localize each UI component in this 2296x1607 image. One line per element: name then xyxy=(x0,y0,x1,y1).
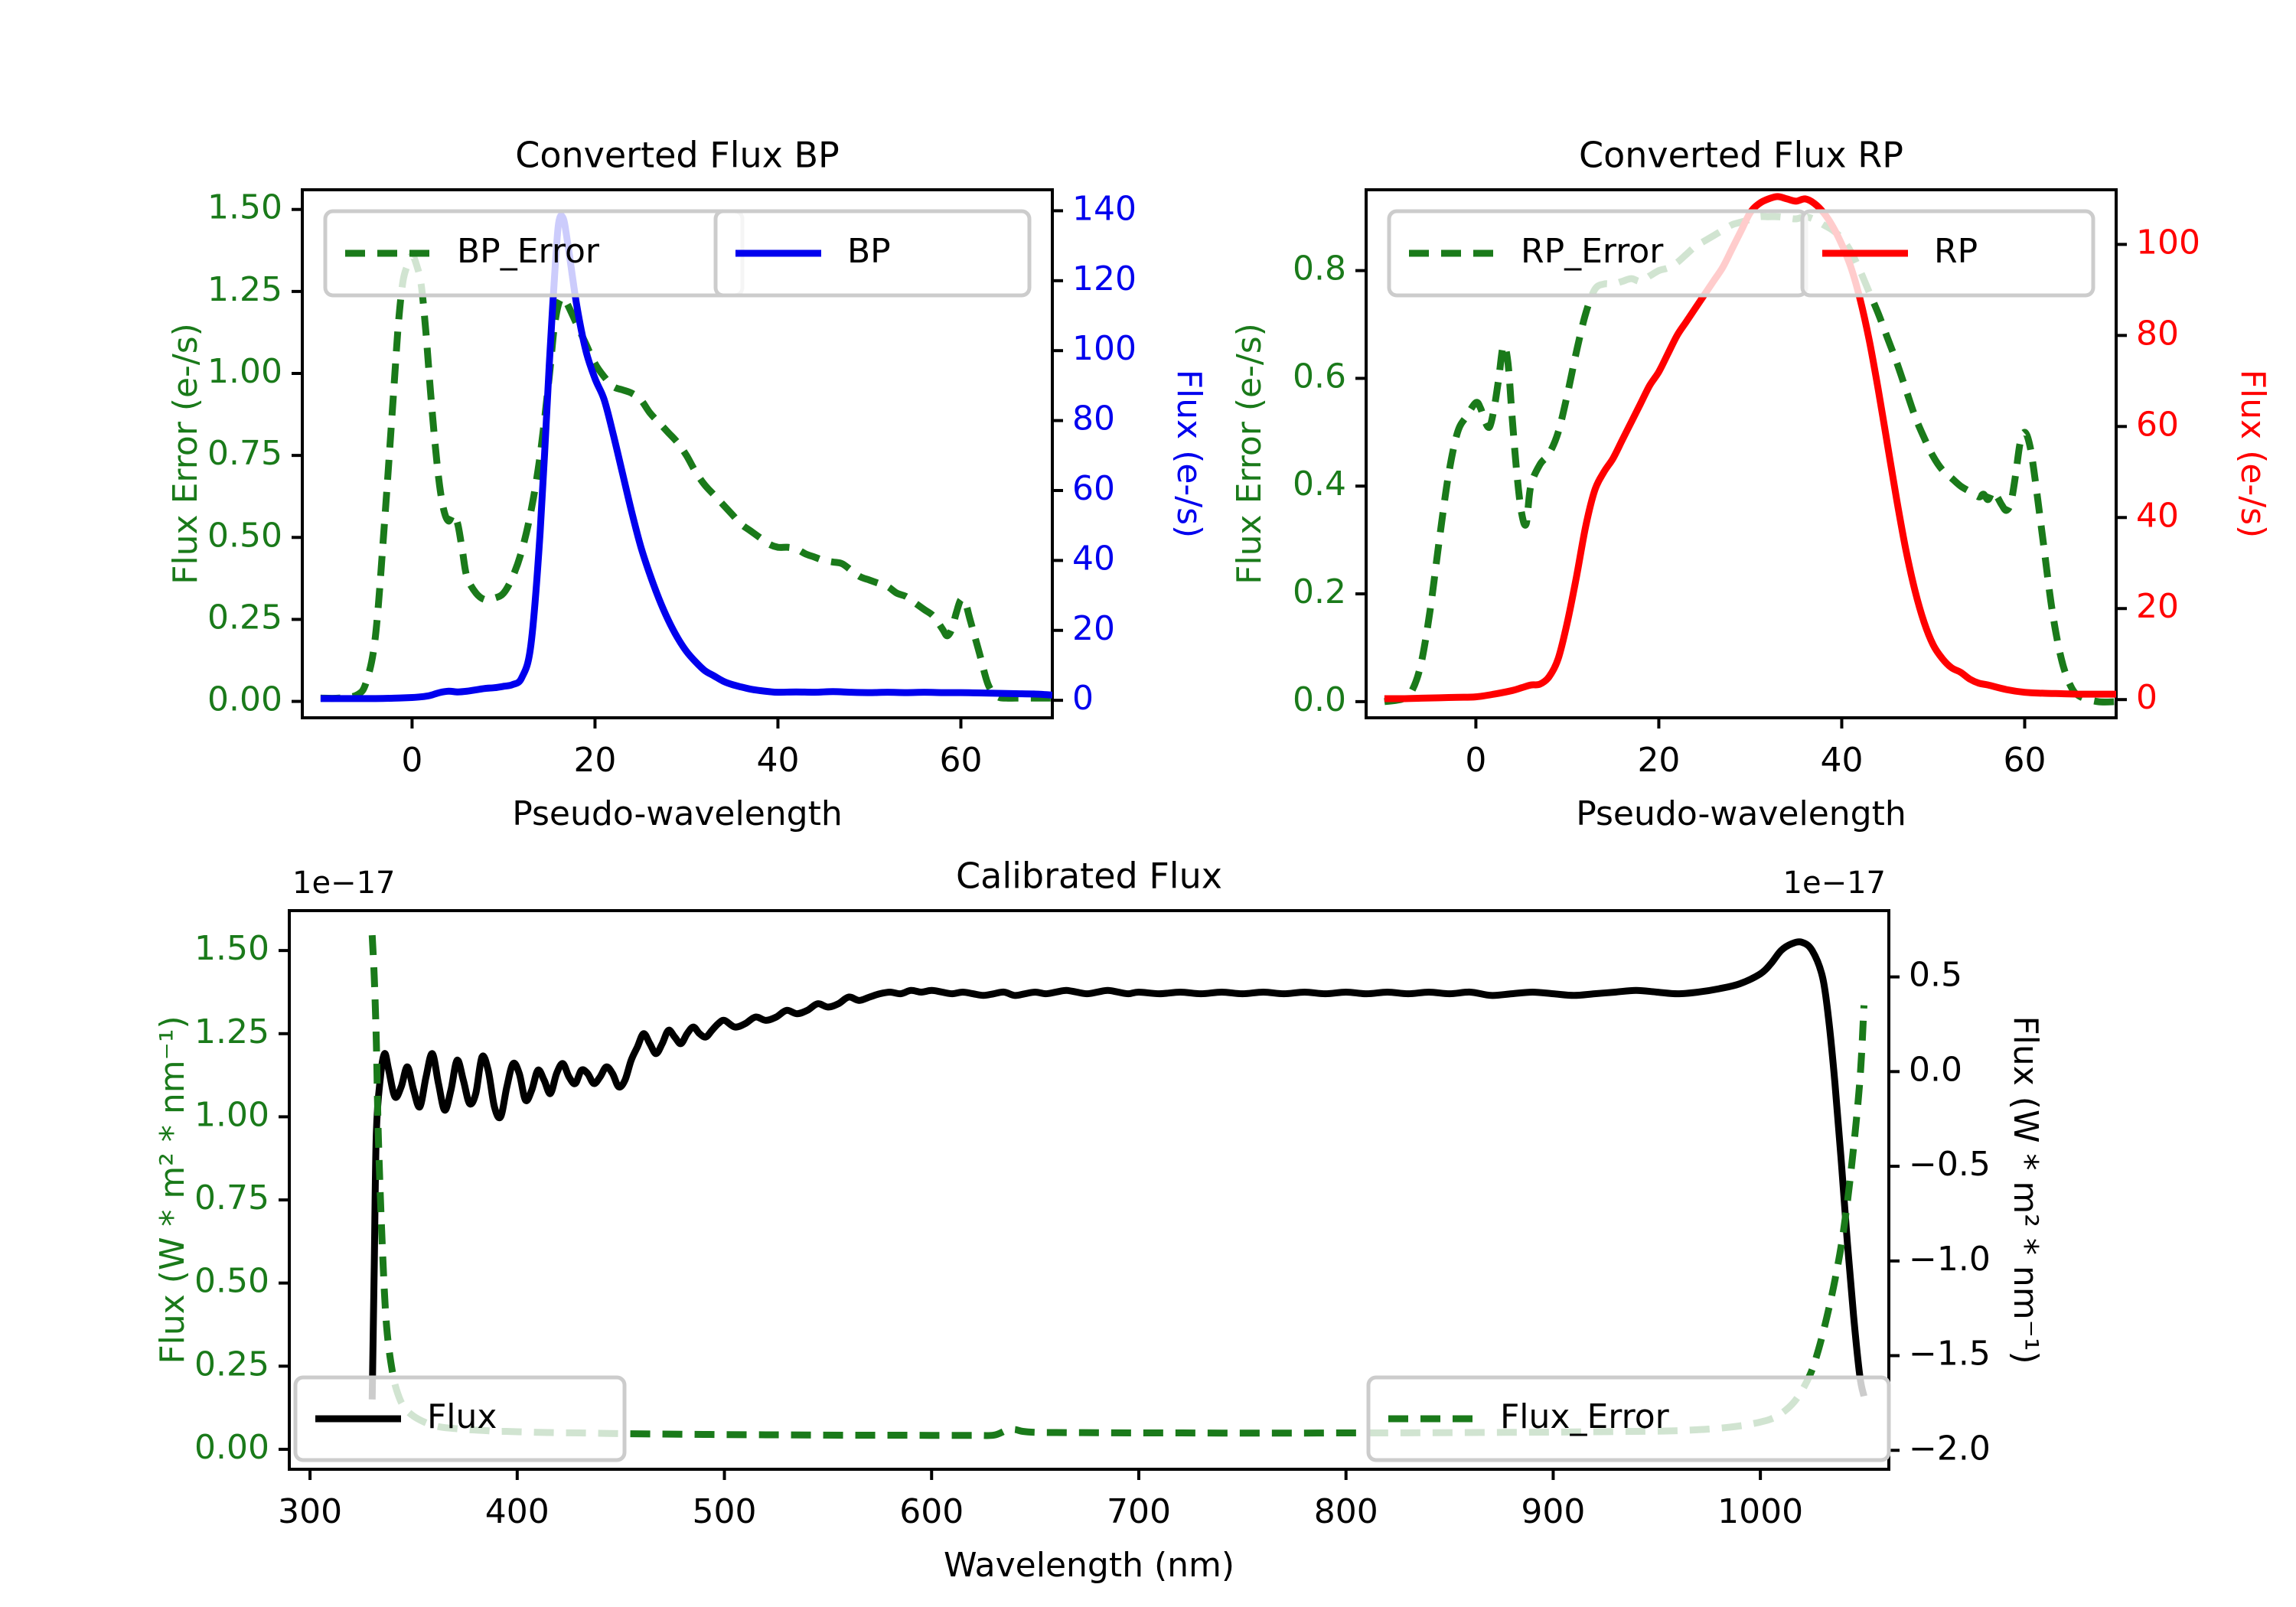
y2-tick-label: 0.0 xyxy=(1909,1050,1962,1089)
x-axis-label-calibrated-flux: Wavelength (nm) xyxy=(944,1546,1234,1585)
chart-title-converted-flux-bp: Converted Flux BP xyxy=(515,135,840,176)
y2-tick-label: 60 xyxy=(2136,405,2179,444)
rp-error-legend-label: RP_Error xyxy=(1521,232,1664,271)
y2-tick-label: 140 xyxy=(1072,189,1137,228)
y2-axis-label-calibrated-flux: Flux (W * m² * nm⁻¹) xyxy=(2006,1015,2045,1364)
y-axis-label-converted-flux-rp: Flux Error (e-/s) xyxy=(1230,323,1269,585)
plot-frame-converted-flux-bp xyxy=(301,188,1054,719)
y-tick-label: 0.0 xyxy=(1293,680,1346,719)
series-line-bp xyxy=(320,212,1052,702)
y2-tick-label: −2.0 xyxy=(1909,1429,1991,1468)
x-tick-label: 400 xyxy=(485,1492,550,1531)
flux-legend-box[interactable] xyxy=(293,1375,627,1462)
y-tick-label: 0.50 xyxy=(194,1262,269,1301)
x-axis-label-converted-flux-rp: Pseudo-wavelength xyxy=(1576,794,1906,833)
x-tick-label: 60 xyxy=(939,741,982,780)
rp-legend-box[interactable] xyxy=(1800,209,2095,298)
y2-tick-label: −1.0 xyxy=(1909,1240,1991,1279)
y-axis-label-calibrated-flux: Flux (W * m² * nm⁻¹) xyxy=(153,1015,192,1364)
rp-legend-label: RP xyxy=(1934,232,1978,271)
y-axis-label-converted-flux-bp: Flux Error (e-/s) xyxy=(166,323,205,585)
y2-tick-label: 40 xyxy=(2136,496,2179,535)
flux-legend-label: Flux xyxy=(427,1397,497,1436)
bp-error-legend-label: BP_Error xyxy=(457,232,600,271)
y-tick-label: 0.25 xyxy=(207,598,282,637)
x-tick-label: 500 xyxy=(693,1492,757,1531)
y2-tick-label: 80 xyxy=(1072,399,1115,438)
y-tick-label: 0.25 xyxy=(194,1345,269,1384)
y2-tick-label: 80 xyxy=(2136,314,2179,353)
y-tick-label: 1.00 xyxy=(194,1095,269,1134)
chart-title-calibrated-flux: Calibrated Flux xyxy=(956,856,1222,897)
plot-frame-calibrated-flux xyxy=(288,909,1890,1471)
x-tick-label: 300 xyxy=(278,1492,342,1531)
y-tick-label: 1.25 xyxy=(194,1012,269,1051)
flux-error-legend-box[interactable] xyxy=(1366,1375,1891,1462)
y2-tick-label: 0.5 xyxy=(1909,956,1962,995)
y-tick-label: 0.00 xyxy=(194,1428,269,1467)
series-line-bp_error xyxy=(320,252,1052,702)
x-tick-label: 20 xyxy=(573,741,616,780)
y-tick-label: 0.00 xyxy=(207,680,282,719)
x-tick-label: 20 xyxy=(1637,741,1680,780)
bp-legend-label: BP xyxy=(847,232,891,271)
y-tick-label: 1.50 xyxy=(194,929,269,968)
y2-tick-label: 0 xyxy=(2136,678,2157,717)
x-tick-label: 60 xyxy=(2003,741,2046,780)
x-tick-label: 0 xyxy=(1465,741,1486,780)
y-tick-label: 1.25 xyxy=(207,270,282,309)
chart-title-converted-flux-rp: Converted Flux RP xyxy=(1579,135,1903,176)
y2-tick-label: 120 xyxy=(1072,259,1137,298)
y2-tick-label: 100 xyxy=(1072,329,1137,368)
y2-tick-label: 40 xyxy=(1072,539,1115,578)
y2-tick-label: 60 xyxy=(1072,469,1115,508)
bp-legend-box[interactable] xyxy=(713,209,1032,298)
x-tick-label: 0 xyxy=(401,741,422,780)
x-tick-label: 600 xyxy=(899,1492,964,1531)
y2-tick-label: 20 xyxy=(1072,609,1115,648)
plot-frame-converted-flux-rp xyxy=(1365,188,2118,719)
y-tick-label: 0.75 xyxy=(194,1178,269,1217)
x-tick-label: 700 xyxy=(1107,1492,1171,1531)
y2-axis-label-converted-flux-bp: Flux (e-/s) xyxy=(1169,370,1208,538)
y2-tick-label: −0.5 xyxy=(1909,1145,1991,1184)
y-tick-label: 0.50 xyxy=(207,516,282,555)
y-tick-label: 0.4 xyxy=(1293,464,1346,504)
x-tick-label: 800 xyxy=(1314,1492,1378,1531)
x-axis-label-converted-flux-bp: Pseudo-wavelength xyxy=(512,794,843,833)
x-tick-label: 40 xyxy=(1820,741,1863,780)
y-offset-label-calibrated-flux: 1e−17 xyxy=(292,865,395,901)
y2-tick-label: 100 xyxy=(2136,223,2200,262)
y-tick-label: 0.2 xyxy=(1293,572,1346,611)
y-tick-label: 0.6 xyxy=(1293,357,1346,396)
y-tick-label: 0.75 xyxy=(207,434,282,473)
x-tick-label: 1000 xyxy=(1717,1492,1803,1531)
y-tick-label: 1.00 xyxy=(207,352,282,391)
y-tick-label: 0.8 xyxy=(1293,249,1346,288)
y2-axis-label-converted-flux-rp: Flux (e-/s) xyxy=(2233,370,2272,538)
y2-offset-label-calibrated-flux: 1e−17 xyxy=(1783,865,1886,901)
series-line-flux_error xyxy=(368,934,1868,1439)
y2-tick-label: 20 xyxy=(2136,587,2179,626)
series-line-flux xyxy=(368,938,1867,1400)
y2-tick-label: 0 xyxy=(1072,679,1094,718)
y2-tick-label: −1.5 xyxy=(1909,1335,1991,1374)
y-tick-label: 1.50 xyxy=(207,188,282,227)
x-tick-label: 900 xyxy=(1521,1492,1585,1531)
flux-error-legend-label: Flux_Error xyxy=(1500,1397,1670,1436)
x-tick-label: 40 xyxy=(756,741,799,780)
